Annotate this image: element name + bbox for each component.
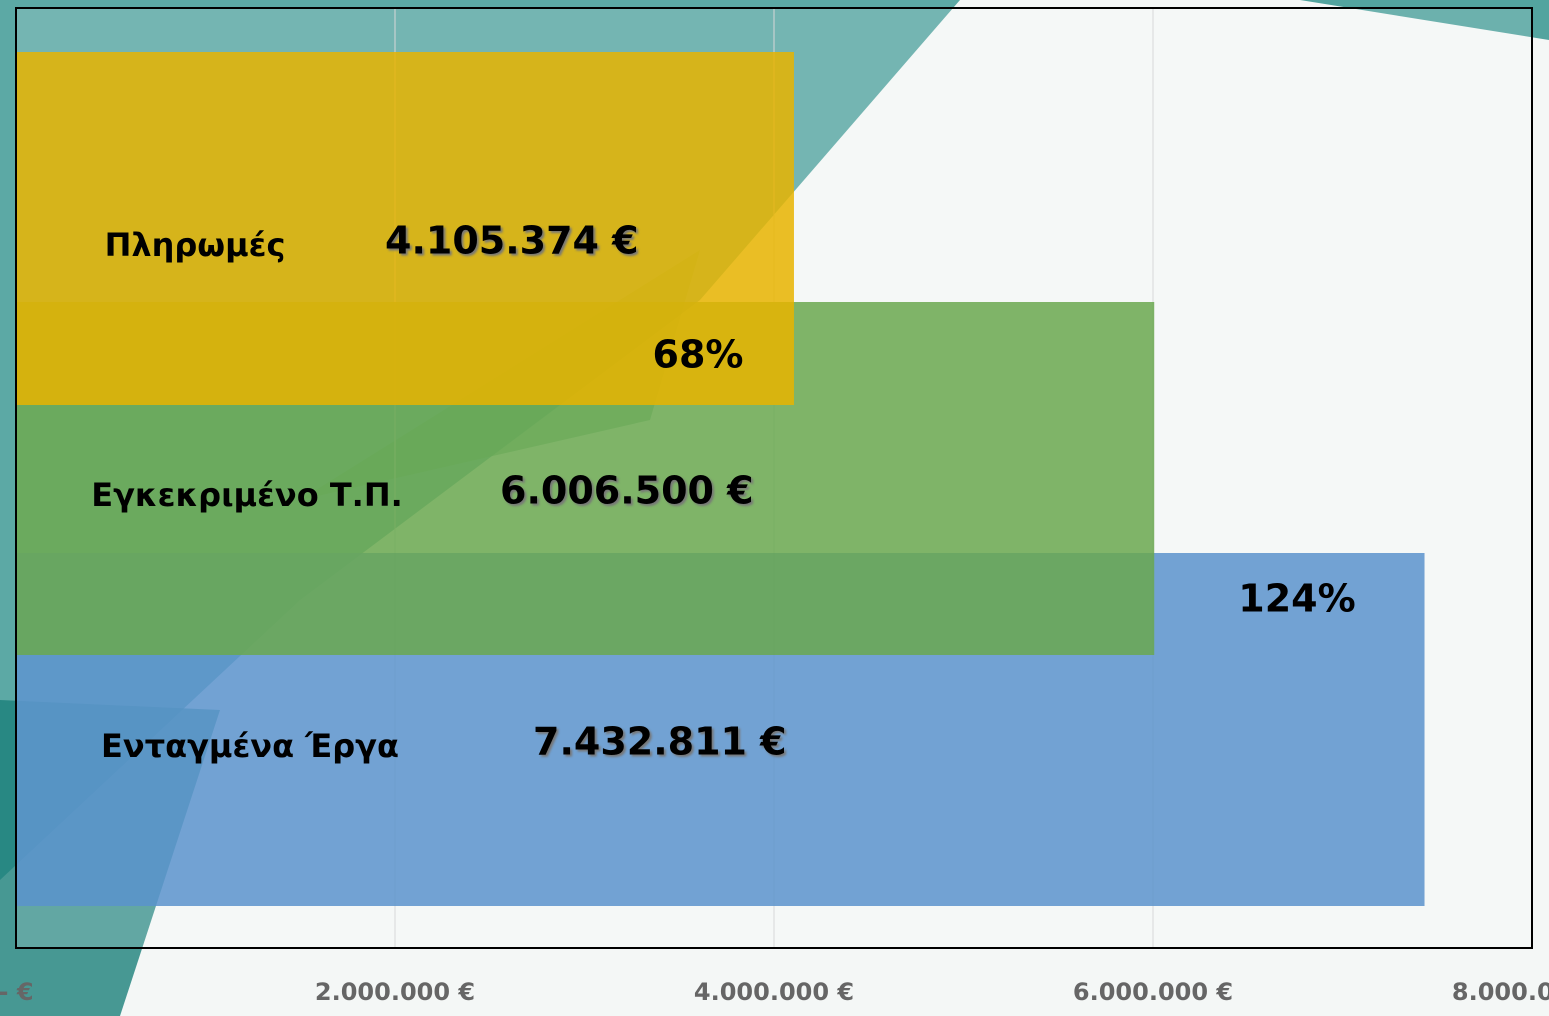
value-label: 6.006.500 € [500, 469, 754, 513]
chart: - € 2.000.000 € 4.000.000 € 6.000.000 € 8.00… [0, 0, 1549, 1016]
category-label: Πληρωμές [105, 226, 286, 264]
category-label: Εγκεκριμένο Τ.Π. [91, 476, 403, 514]
x-tick-label: 4.000.000 € [694, 978, 854, 1006]
value-label: 4.105.374 € [385, 219, 639, 263]
x-tick-label: 6.000.000 € [1073, 978, 1233, 1006]
x-tick-label: 2.000.000 € [315, 978, 475, 1006]
x-tick-label: - € [0, 978, 34, 1006]
category-label: Ενταγμένα Έργα [101, 727, 399, 765]
ratio-annotation: 68% [653, 333, 744, 377]
ratio-annotation: 124% [1238, 577, 1355, 621]
value-label: 7.432.811 € [533, 720, 787, 764]
x-tick-label: 8.000.000 € [1452, 978, 1549, 1006]
